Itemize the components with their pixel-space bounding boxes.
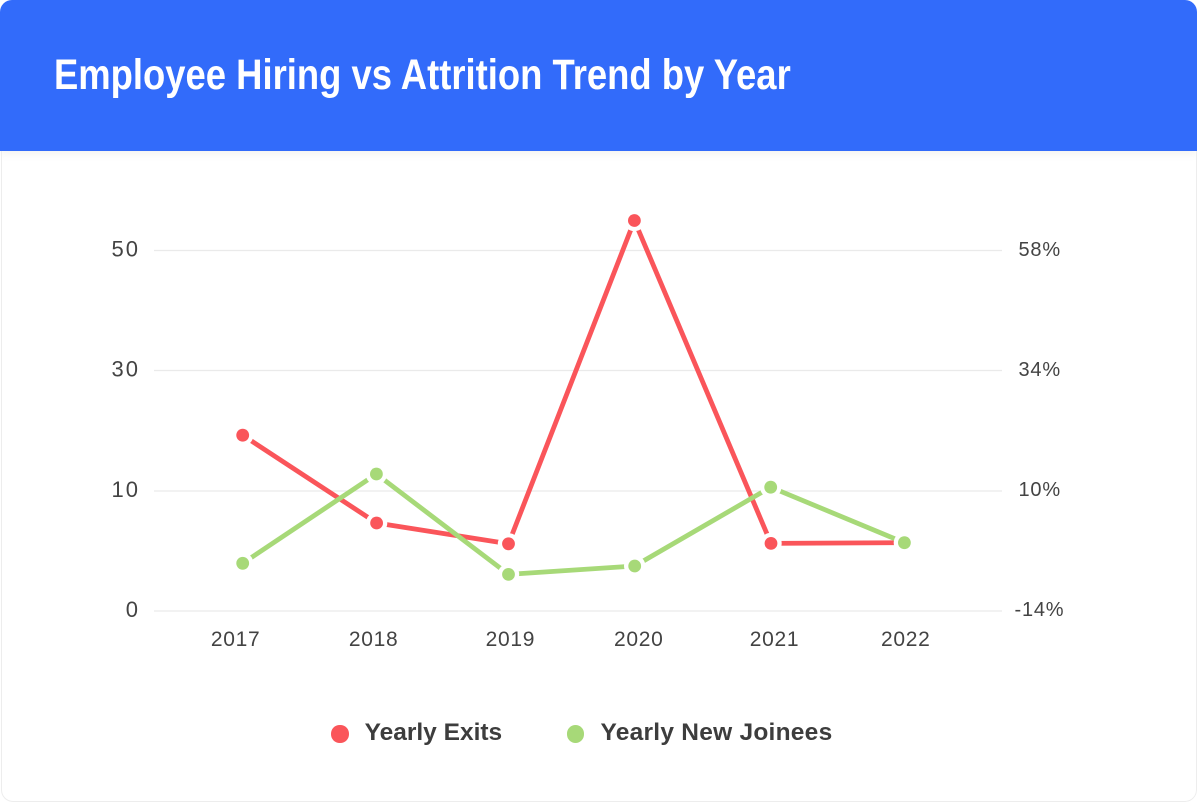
svg-text:-14%: -14% xyxy=(1015,599,1065,621)
svg-text:10: 10 xyxy=(112,477,140,502)
svg-text:34%: 34% xyxy=(1019,359,1061,381)
svg-text:2020: 2020 xyxy=(614,628,664,651)
svg-text:30: 30 xyxy=(112,357,140,382)
svg-text:10%: 10% xyxy=(1019,479,1061,501)
svg-text:58%: 58% xyxy=(1019,239,1061,261)
svg-text:2022: 2022 xyxy=(881,628,931,651)
svg-text:2019: 2019 xyxy=(486,628,536,651)
svg-text:50: 50 xyxy=(112,237,140,262)
svg-text:2017: 2017 xyxy=(211,628,261,651)
svg-text:0: 0 xyxy=(126,597,140,622)
svg-text:2018: 2018 xyxy=(349,628,399,651)
svg-text:2021: 2021 xyxy=(750,628,800,651)
